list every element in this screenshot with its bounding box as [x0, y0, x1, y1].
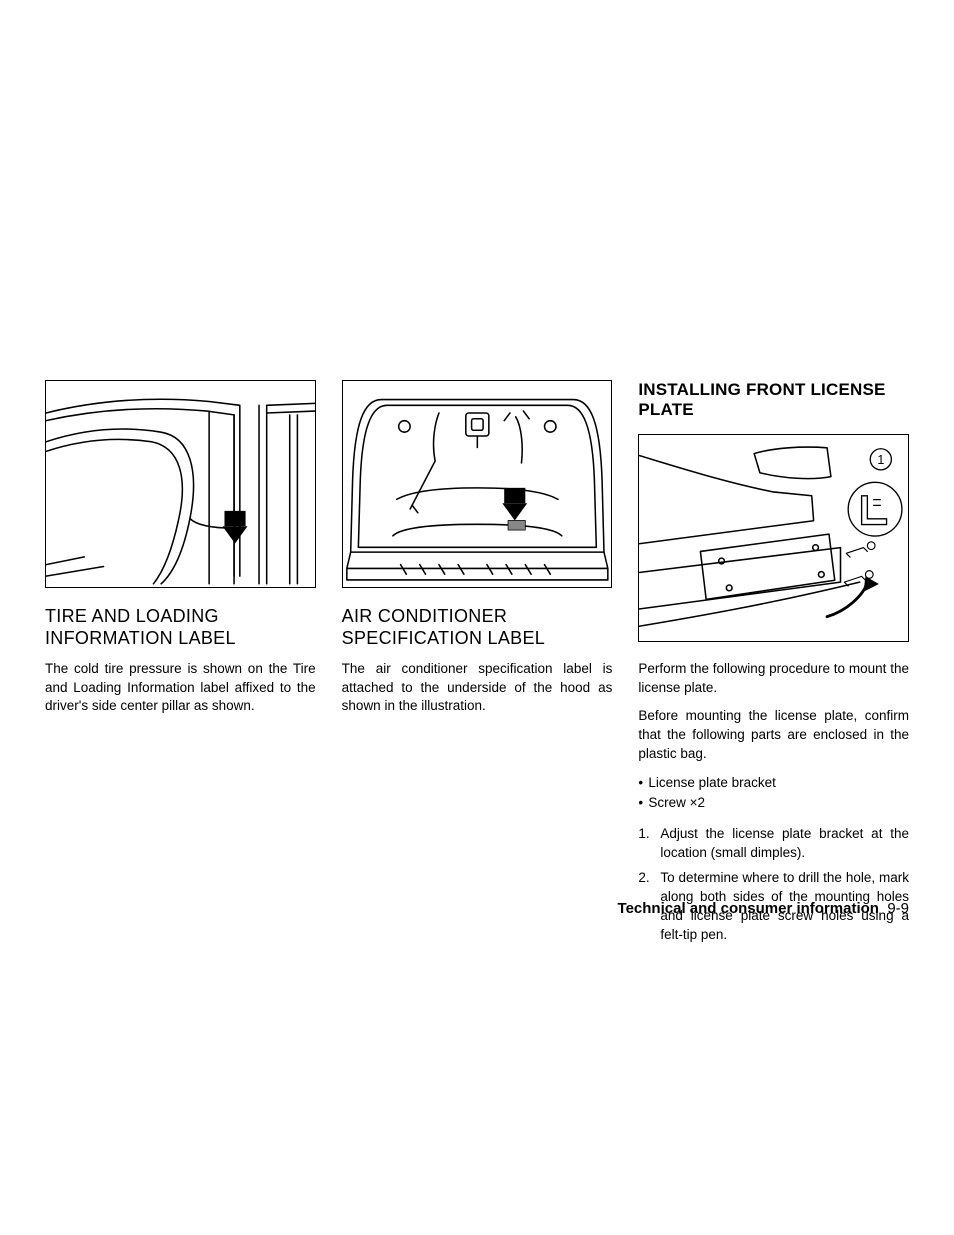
column-license-plate: INSTALLING FRONT LICENSE PLATE [638, 380, 909, 951]
page-footer: Technical and consumer information 9-9 [618, 900, 909, 917]
bullet-item: Screw ×2 [638, 793, 909, 813]
three-column-layout: TIRE AND LOADING INFORMATION LABEL The c… [45, 380, 909, 951]
column-tire-label: TIRE AND LOADING INFORMATION LABEL The c… [45, 380, 316, 951]
figure-hood-underside [342, 380, 613, 588]
parts-bullet-list: License plate bracket Screw ×2 [638, 773, 909, 814]
figure-door-pillar [45, 380, 316, 588]
figure-front-bumper: 1 [638, 434, 909, 642]
heading-ac-label: AIR CONDITIONER SPECIFICATION LABEL [342, 606, 613, 650]
body-lp-confirm: Before mounting the license plate, confi… [638, 707, 909, 763]
heading-tire-label: TIRE AND LOADING INFORMATION LABEL [45, 606, 316, 650]
body-lp-intro: Perform the following procedure to mount… [638, 660, 909, 697]
bullet-item: License plate bracket [638, 773, 909, 793]
body-ac-label: The air conditioner specification label … [342, 660, 613, 716]
install-steps: Adjust the license plate bracket at the … [638, 824, 909, 945]
footer-page-number: 9-9 [887, 900, 909, 917]
column-ac-label: AIR CONDITIONER SPECIFICATION LABEL The … [342, 380, 613, 951]
footer-section: Technical and consumer information [618, 900, 879, 917]
manual-page: TIRE AND LOADING INFORMATION LABEL The c… [0, 0, 954, 1235]
heading-license-plate: INSTALLING FRONT LICENSE PLATE [638, 380, 909, 420]
step-item: Adjust the license plate bracket at the … [638, 824, 909, 862]
svg-text:1: 1 [878, 453, 885, 467]
body-tire-label: The cold tire pressure is shown on the T… [45, 660, 316, 716]
